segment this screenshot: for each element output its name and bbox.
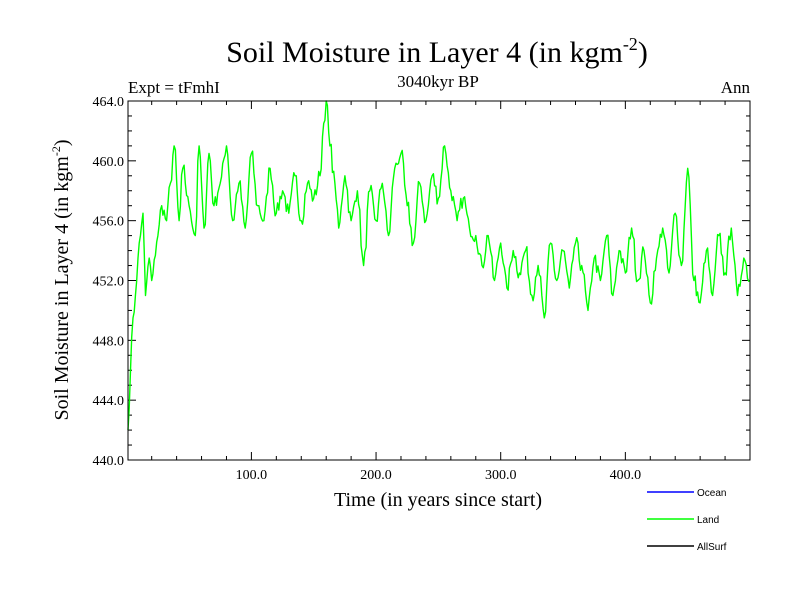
x-tick-label: 100.0	[236, 468, 268, 483]
x-tick-label: 300.0	[485, 468, 517, 483]
series-group	[127, 100, 751, 431]
y-tick-label: 448.0	[93, 334, 125, 349]
y-tick-label: 464.0	[93, 95, 125, 110]
x-tick-label: 400.0	[610, 468, 642, 483]
y-tick-label: 440.0	[93, 454, 125, 469]
y-tick-label: 444.0	[93, 394, 125, 409]
legend-label-ocean: Ocean	[697, 488, 726, 499]
y-axis-label: Soil Moisture in Layer 4 (in kgm-2)	[49, 139, 73, 420]
y-tick-label: 452.0	[93, 275, 125, 290]
y-tick-label: 460.0	[93, 155, 125, 170]
chart-title: Soil Moisture in Layer 4 (in kgm-2)	[226, 34, 648, 69]
axis-tick-labels: 440.0 444.0 448.0 452.0 456.0 460.0 464.0 100.0…	[93, 95, 642, 483]
x-tick-label: 200.0	[360, 468, 392, 483]
plot-frame	[127, 100, 751, 461]
chart-subtitle: 3040kyr BP	[397, 72, 479, 91]
legend-label-land: Land	[697, 515, 719, 526]
axis-ticks	[128, 100, 750, 461]
experiment-label: Expt = tFmhI	[128, 78, 220, 97]
y-tick-label: 456.0	[93, 215, 125, 230]
series-line-land	[127, 100, 751, 431]
legend-label-allsurf: AllSurf	[697, 542, 727, 553]
legend: Ocean Land AllSurf	[647, 488, 727, 553]
x-axis-label: Time (in years since start)	[334, 489, 542, 511]
season-label: Ann	[721, 78, 751, 97]
